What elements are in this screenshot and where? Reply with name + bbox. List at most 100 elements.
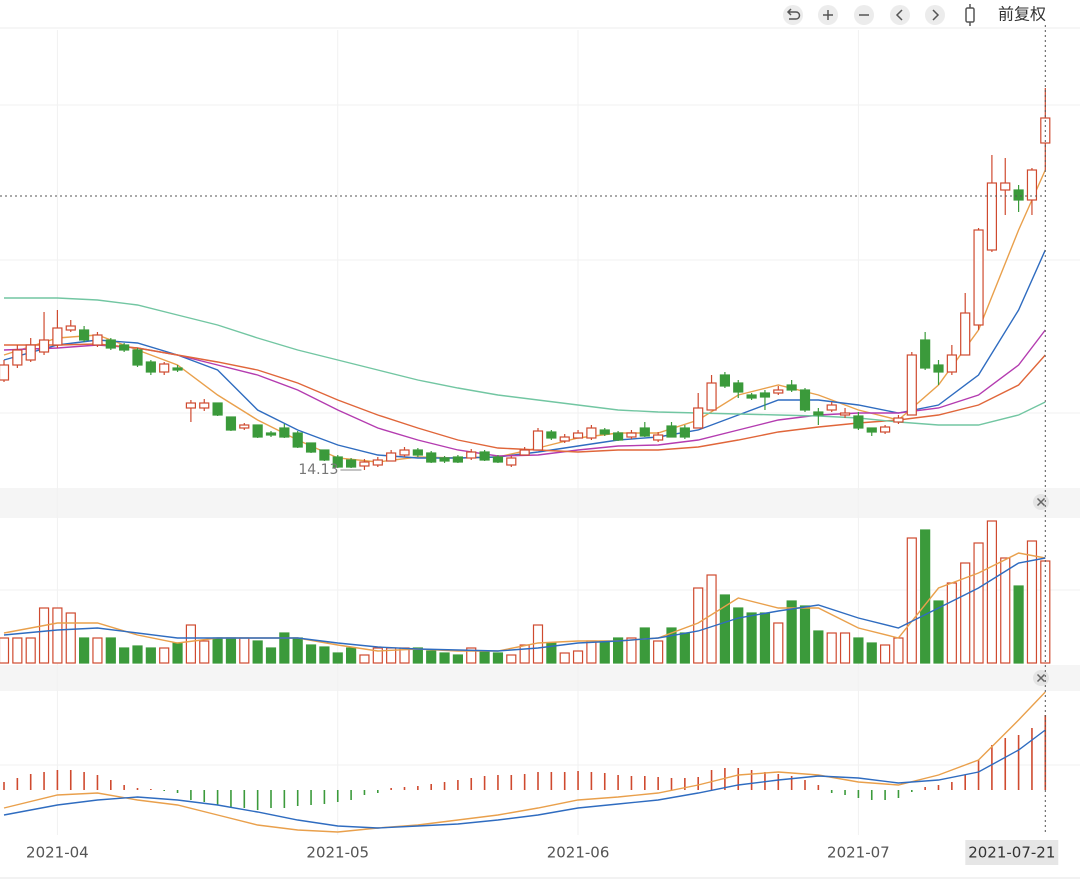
candle-body: [946, 354, 957, 373]
volume-bar: [359, 654, 370, 664]
volume-bar: [265, 647, 277, 664]
ma-line: [4, 297, 1046, 426]
candle-body: [466, 451, 477, 459]
candle-body: [492, 456, 504, 463]
candle-body: [920, 339, 931, 369]
zoom-out-button[interactable]: [854, 5, 874, 25]
volume-bar: [746, 612, 757, 664]
volume-bar: [519, 644, 530, 664]
candle-body: [599, 429, 610, 435]
candle-body: [1000, 182, 1011, 191]
volume-bar: [332, 652, 343, 664]
volume-bar: [38, 607, 50, 664]
volume-bar: [946, 582, 957, 664]
close-button[interactable]: [1033, 494, 1049, 510]
undo-button[interactable]: [783, 5, 803, 25]
candle-body: [773, 389, 784, 394]
candle-body: [813, 411, 824, 416]
volume-bar: [439, 652, 450, 664]
volume-bar: [666, 627, 677, 664]
volume-bar: [452, 654, 463, 664]
volume-bar: [159, 647, 170, 664]
candle-body: [412, 449, 423, 456]
candle-body: [706, 382, 717, 411]
panel-separator: [0, 665, 1080, 691]
candle-body: [132, 349, 143, 366]
candle-body: [399, 449, 410, 456]
candle-body: [252, 424, 263, 438]
x-tick-label: 2021-07: [827, 844, 890, 862]
volume-bar: [279, 632, 290, 664]
candle-body: [653, 434, 664, 441]
volume-bar: [893, 637, 904, 664]
cursor-label-box: [965, 840, 1059, 865]
volume-bar: [492, 652, 504, 664]
volume-bar: [826, 632, 837, 664]
volume-bar: [599, 640, 610, 664]
candle-body: [746, 394, 757, 399]
right-button[interactable]: [925, 5, 945, 25]
candle-body: [239, 424, 250, 429]
volume-bar: [292, 637, 303, 664]
candle-body: [839, 412, 851, 416]
candle-body: [933, 364, 944, 373]
candle-body: [532, 430, 544, 451]
volume-bar: [839, 632, 851, 664]
candle-body: [693, 407, 704, 429]
candle-body: [1026, 169, 1038, 201]
volume-bar: [12, 637, 23, 664]
volume-bar: [679, 632, 690, 664]
candle-body: [1013, 189, 1024, 201]
candle-body: [78, 329, 90, 341]
volume-bar: [252, 640, 263, 664]
volume-bar: [372, 647, 383, 664]
volume-bar: [506, 654, 517, 664]
candle-body: [546, 431, 557, 439]
ma-line: [3, 249, 1046, 459]
volume-bar: [973, 542, 984, 664]
volume-bar: [933, 600, 944, 664]
volume-bar: [986, 520, 998, 664]
volume-bar: [693, 587, 704, 664]
volume-bar: [225, 637, 237, 664]
left-button[interactable]: [890, 5, 910, 25]
volume-bar: [866, 642, 877, 664]
adjust-mode[interactable]: 前复权: [998, 5, 1046, 24]
volume-bar: [145, 647, 156, 664]
candle-body: [359, 461, 370, 467]
candle-body: [733, 382, 744, 393]
candle-body: [65, 325, 76, 331]
candle-body: [960, 312, 971, 356]
candle-body: [212, 402, 223, 416]
zoom-in-button[interactable]: [818, 5, 838, 25]
candle-type-button[interactable]: [965, 4, 975, 26]
candle-body: [92, 334, 103, 346]
candle-body: [452, 456, 463, 463]
volume-bar: [119, 647, 130, 664]
ma-line: [3, 691, 1046, 833]
volume-bar: [78, 637, 90, 664]
candle-body: [986, 182, 998, 251]
volume-bar: [105, 637, 116, 664]
candle-body: [719, 374, 731, 387]
candle-body: [386, 452, 397, 462]
candle-body: [879, 426, 891, 433]
cursor-label: 2021-07-21: [968, 844, 1055, 862]
volume-bar: [879, 644, 891, 664]
volume-bar: [239, 637, 250, 664]
candle-body: [292, 432, 303, 448]
volume-bar: [25, 637, 36, 664]
volume-bar: [412, 647, 423, 664]
candle-body: [0, 364, 10, 381]
candle-body: [159, 363, 170, 373]
volume-bar: [1026, 540, 1038, 664]
close-button[interactable]: [1033, 670, 1049, 686]
candle-body: [906, 354, 917, 416]
candle-body: [38, 339, 50, 353]
x-tick-label: 2021-06: [547, 844, 610, 862]
volume-bar: [0, 637, 10, 664]
candle-body: [559, 436, 570, 442]
candle-body: [572, 432, 584, 439]
candle-body: [119, 344, 130, 351]
candle-body: [612, 432, 624, 441]
